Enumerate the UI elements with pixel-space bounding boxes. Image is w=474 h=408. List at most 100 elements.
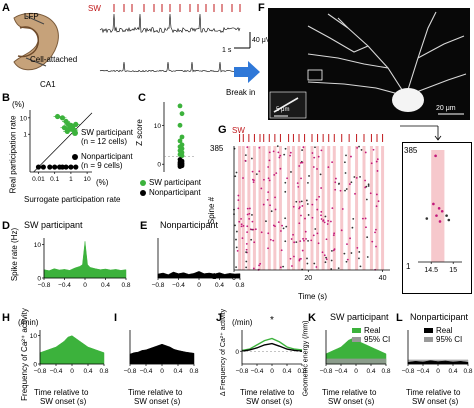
cell-trace-path — [99, 61, 241, 73]
g-event-108 — [356, 246, 359, 249]
legend-dot-black — [72, 154, 78, 160]
g-event-223 — [325, 238, 328, 241]
g-ylabel: Spine # — [207, 196, 217, 225]
g-event-155 — [313, 262, 316, 265]
c-ytick-label-1: 0 — [157, 162, 161, 169]
chart-d-xtick-label-2: 0 — [83, 282, 87, 289]
scale-amp-label: 40 μV — [252, 37, 271, 44]
chart-j-series-0 — [241, 337, 303, 352]
sw-label-a: SW — [88, 4, 101, 13]
chart-e-xtick-label-3: 0.4 — [215, 282, 224, 289]
g-event-126 — [364, 151, 367, 154]
g-event-238 — [237, 199, 240, 201]
b-xtick-label-1: 0.1 — [50, 176, 59, 183]
g-sw-shade-3 — [252, 146, 256, 270]
k-xlabel-1: Time relative to — [322, 388, 377, 397]
panel-label-a: A — [2, 2, 10, 14]
g-event-95 — [364, 179, 367, 182]
g-event-34 — [272, 239, 275, 242]
g-event-133 — [280, 249, 283, 252]
chart-g-zoom: 14.5 15 — [418, 150, 462, 274]
chart-d-series-0 — [43, 241, 127, 279]
c-legend-nonparticipant: Nonparticipant — [149, 188, 201, 197]
c-legend-dot-green — [140, 180, 146, 186]
g-sw-shade-9 — [287, 146, 291, 270]
g-event-15 — [332, 234, 335, 237]
g-event-132 — [274, 225, 276, 228]
g-event-250 — [290, 238, 293, 240]
chart-i-xtick-label-2: 0 — [160, 368, 164, 375]
panel-label-l: L — [396, 312, 403, 324]
h-ylabel: Frequency of Ca²⁺ activity — [19, 308, 29, 401]
g-event-116 — [300, 200, 303, 203]
chart-j-xtick-label-4: 0.8 — [297, 368, 306, 375]
g-event-180 — [241, 237, 244, 240]
g-event-186 — [249, 228, 252, 231]
g-event-69 — [234, 175, 237, 178]
panel-label-b: B — [2, 92, 10, 104]
g-event-54 — [331, 161, 334, 164]
break-in-label: Break in — [226, 88, 256, 97]
g-event-226 — [327, 219, 330, 222]
chart-b-scatter: 0.01 0.1 1 10 10 1 — [20, 110, 93, 183]
b-point-0-0 — [54, 113, 61, 120]
l-xlabel-2: SW onset (s) — [412, 397, 459, 406]
g-event-118 — [293, 241, 296, 244]
g-event-26 — [253, 241, 256, 244]
h-unit: (/min) — [18, 318, 39, 327]
chart-k-xtick-label-4: 0.8 — [381, 368, 390, 375]
g-event-198 — [348, 183, 351, 185]
g-event-57 — [245, 266, 248, 269]
g-event-87 — [350, 155, 352, 158]
g-event-202 — [292, 233, 294, 236]
g-event-241 — [364, 186, 367, 189]
chart-j-xtick-label-0: −0.8 — [236, 368, 249, 375]
g-event-81 — [250, 157, 253, 160]
chart-c-scatter: 10 0 — [154, 102, 194, 172]
g-sw-shade-5 — [262, 146, 266, 270]
g-event-88 — [314, 146, 316, 149]
b-ytick-label-0: 10 — [20, 115, 28, 122]
b-point-1-6 — [68, 164, 74, 170]
g-event-235 — [323, 254, 326, 257]
j-unit: (/min) — [232, 318, 253, 327]
g-event-38 — [370, 162, 373, 165]
g-event-231 — [235, 246, 238, 249]
chart-g-raster: 0 20 40 — [232, 134, 390, 282]
g-event-245 — [319, 173, 322, 176]
g-event-189 — [301, 205, 304, 207]
g-event-36 — [273, 174, 276, 176]
zoom-box — [402, 142, 472, 294]
g-event-170 — [359, 175, 361, 178]
g-event-60 — [306, 262, 309, 265]
c-ylabel: Z score — [134, 119, 144, 146]
g-event-33 — [300, 214, 302, 217]
g-event-40 — [315, 266, 318, 268]
g-event-39 — [344, 189, 346, 192]
chart-i-series-0 — [129, 343, 195, 365]
g-event-58 — [312, 166, 315, 168]
g-event-156 — [301, 249, 304, 252]
b-point-1-0 — [35, 164, 42, 170]
b-legend-nonparticipant-text: Nonparticipant — [81, 152, 133, 161]
g-event-5 — [275, 172, 278, 175]
c-ytick-label-0: 10 — [154, 123, 162, 130]
g-event-144 — [323, 221, 326, 224]
g-event-172 — [235, 230, 238, 233]
g-event-204 — [340, 229, 343, 232]
g-event-139 — [282, 227, 285, 230]
g-event-102 — [375, 205, 378, 208]
g-sw-shade-12 — [303, 146, 307, 270]
g-event-242 — [337, 267, 340, 270]
g-event-217 — [318, 195, 321, 198]
g-event-6 — [330, 259, 333, 262]
c-point-0-2 — [177, 122, 183, 128]
g-event-101 — [279, 266, 282, 269]
g-event-255 — [346, 243, 348, 246]
g-event-243 — [252, 228, 255, 231]
g-event-167 — [375, 160, 378, 163]
gzoom-event-4 — [440, 209, 444, 213]
chart-d-xtick-label-4: 0.8 — [121, 282, 130, 289]
g-event-8 — [332, 249, 335, 252]
g-sw-shade-17 — [332, 146, 336, 270]
